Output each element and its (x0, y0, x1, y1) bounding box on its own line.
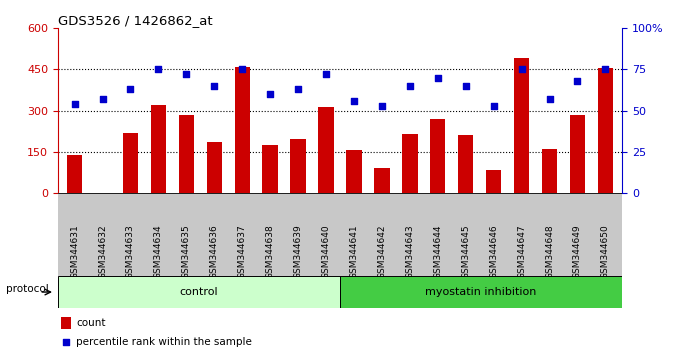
Point (292, 86, 303, 92)
Bar (207, 142, 222, 193)
Point (237, 67, 248, 72)
Point (432, 75, 443, 81)
Point (488, 103, 499, 109)
Point (125, 86, 136, 92)
Point (181, 72, 192, 77)
Point (405, 83, 415, 89)
Bar (67, 154, 82, 193)
Bar (430, 119, 445, 193)
Point (69, 101, 80, 107)
Bar (514, 58, 529, 193)
Point (349, 98, 360, 104)
Point (320, 72, 331, 77)
FancyBboxPatch shape (58, 276, 340, 308)
Point (377, 103, 388, 109)
Bar (61, 316, 71, 329)
Bar (179, 115, 194, 193)
Bar (262, 145, 278, 193)
Text: count: count (76, 318, 106, 328)
Bar (542, 149, 557, 193)
Text: myostatin inhibition: myostatin inhibition (426, 287, 537, 297)
Bar (402, 134, 418, 193)
Point (572, 78, 583, 84)
Point (600, 67, 611, 72)
Point (153, 67, 164, 72)
Bar (123, 133, 138, 193)
Point (544, 96, 555, 102)
Bar (598, 68, 613, 193)
Point (209, 83, 220, 89)
Point (265, 91, 275, 97)
Bar (458, 135, 473, 193)
Bar (290, 139, 306, 193)
Text: protocol: protocol (6, 284, 48, 294)
Bar (318, 107, 334, 193)
Bar (374, 168, 390, 193)
Text: GDS3526 / 1426862_at: GDS3526 / 1426862_at (58, 14, 212, 27)
Text: percentile rank within the sample: percentile rank within the sample (76, 337, 252, 347)
Bar (235, 67, 250, 193)
FancyBboxPatch shape (340, 276, 622, 308)
Bar (346, 150, 362, 193)
Point (97, 96, 108, 102)
Bar (486, 170, 501, 193)
Text: control: control (180, 287, 218, 297)
Point (516, 67, 527, 72)
Bar (570, 115, 585, 193)
Bar (151, 105, 166, 193)
Point (61, 339, 71, 345)
Point (460, 83, 471, 89)
